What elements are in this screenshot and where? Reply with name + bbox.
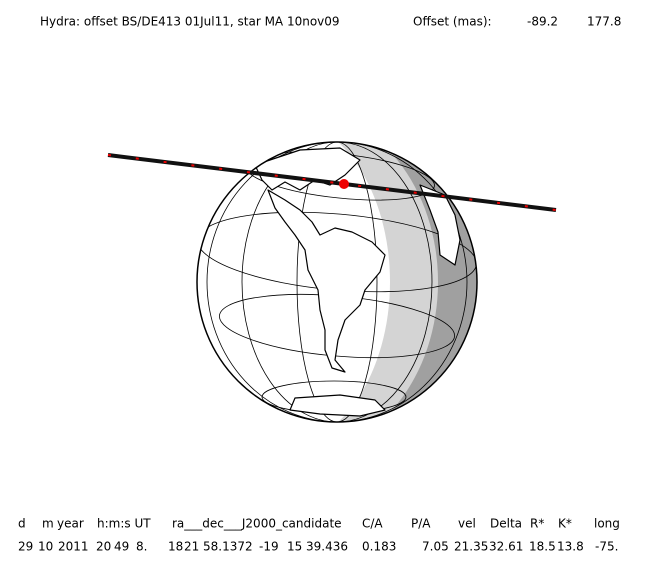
cell: 39.436	[306, 540, 348, 554]
column-header: ra___dec___J2000_candidate	[172, 517, 342, 531]
column-header: h:m:s UT	[97, 517, 151, 531]
offset-label: Offset (mas):	[413, 15, 492, 29]
globe-outline	[196, 141, 478, 423]
cell: -75.	[595, 540, 618, 554]
column-header: K*	[558, 517, 572, 531]
closest-approach	[339, 179, 349, 189]
cell: 21	[184, 540, 199, 554]
cell: 21.35	[454, 540, 488, 554]
cell: 7.05	[422, 540, 449, 554]
cell: 58.1372	[203, 540, 253, 554]
globe	[197, 142, 477, 422]
cell: 18.5	[529, 540, 556, 554]
cell: 8.	[136, 540, 147, 554]
cell: 29	[18, 540, 33, 554]
column-headers: d m year h:m:s UT ra___dec___J2000_candidate…	[18, 517, 620, 531]
cell: -19	[259, 540, 279, 554]
cell: 32.61	[489, 540, 523, 554]
cell: 10	[38, 540, 53, 554]
data-row: 29 10 2011 20 49 8. 18 21 58.1372 -19 15 39.436 0.18…	[18, 540, 618, 554]
cell: 20	[96, 540, 111, 554]
cell: 0.183	[362, 540, 396, 554]
column-header: C/A	[362, 517, 383, 531]
offset-value: 177.8	[587, 15, 621, 29]
cell: 15	[287, 540, 302, 554]
column-header: year	[57, 517, 84, 531]
offset-value: -89.2	[527, 15, 558, 29]
column-header: d	[18, 517, 26, 531]
column-header: m	[42, 517, 54, 531]
time-ticks	[107, 154, 557, 211]
cell: 13.8	[557, 540, 584, 554]
column-header: R*	[530, 517, 544, 531]
cell: 49	[114, 540, 129, 554]
column-header: P/A	[411, 517, 431, 531]
column-header: vel	[458, 517, 476, 531]
column-header: long	[594, 517, 620, 531]
column-header: Delta	[490, 517, 522, 531]
title: Hydra: offset BS/DE413 01Jul11, star MA …	[40, 15, 340, 29]
cell: 2011	[58, 540, 89, 554]
cell: 18	[168, 540, 183, 554]
